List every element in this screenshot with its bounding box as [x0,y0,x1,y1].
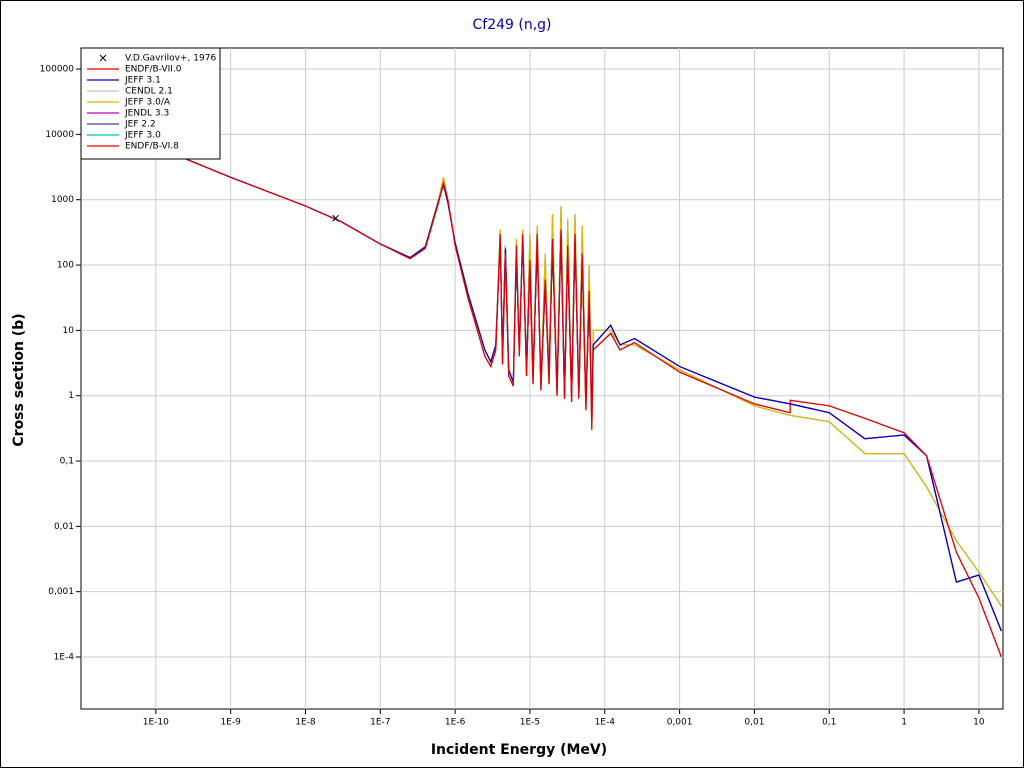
chart-title: Cf249 (n,g) [472,17,551,33]
legend-label: CENDL 2.1 [125,87,173,97]
legend-label: JEFF 3.1 [124,76,161,86]
y-tick-label: 10000 [45,130,74,140]
x-tick-label: 1E-10 [143,718,169,728]
legend-label: ENDF/B-VI.8 [125,142,179,152]
y-tick-label: 1 [68,391,74,401]
x-tick-label: 0,001 [667,718,693,728]
legend-label: JEF 2.2 [124,120,156,130]
x-tick-label: 10 [973,718,985,728]
x-tick-label: 0,1 [822,718,836,728]
legend-label: JEFF 3.0/A [124,98,171,108]
data-point [332,214,339,222]
y-tick-label: 1E-4 [54,653,75,663]
x-tick-label: 1E-8 [295,718,316,728]
y-tick-label: 1000 [51,195,74,205]
y-tick-label: 0,01 [54,522,74,532]
series-lines [81,114,1002,658]
series-line [81,114,1002,658]
y-tick-label: 0,001 [48,587,74,597]
legend-label: ENDF/B-VII.0 [125,65,182,75]
x-tick-label: 1 [901,718,907,728]
y-tick-label: 0,1 [60,457,74,467]
y-tick-label: 10 [63,326,75,336]
legend-label: V.D.Gavrilov+, 1976 [125,54,216,64]
x-tick-label: 1E-5 [520,718,540,728]
x-tick-label: 1E-6 [445,718,466,728]
legend-label: JENDL 3.3 [124,109,169,119]
legend-marker [99,54,107,62]
legend-label: JEFF 3.0 [124,131,161,141]
x-tick-label: 0,01 [744,718,764,728]
x-tick-label: 1E-4 [595,718,616,728]
plot-area [80,47,1004,710]
grid: 1E-10 1E-9 1E-8 1E-7 1E-6 1E-5 1E-4 0,001 0,01 0,… [40,48,1003,728]
x-axis-label: Incident Energy (MeV) [431,742,607,758]
x-tick-label: 1E-9 [220,718,241,728]
y-axis-label: Cross section (b) [11,313,27,446]
legend-box [80,47,221,160]
x-tick-label: 1E-7 [370,718,390,728]
y-tick-label: 100 [57,261,74,271]
y-tick-label: 100000 [40,65,75,75]
